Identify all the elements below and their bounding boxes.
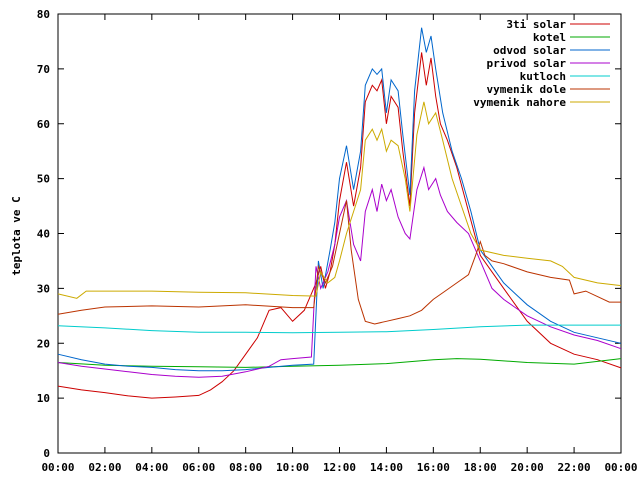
x-tick-label: 16:00 xyxy=(417,461,450,474)
x-tick-label: 02:00 xyxy=(88,461,121,474)
series-line-odvod-solar xyxy=(57,27,622,372)
legend-label: vymenik dole xyxy=(487,83,567,96)
y-tick-label: 60 xyxy=(37,118,50,131)
x-tick-label: 14:00 xyxy=(370,461,403,474)
legend-label: odvod solar xyxy=(493,44,566,57)
x-tick-label: 06:00 xyxy=(182,461,215,474)
legend-label: 3ti solar xyxy=(506,18,566,31)
y-tick-label: 30 xyxy=(37,282,50,295)
x-tick-label: 04:00 xyxy=(135,461,168,474)
legend-label: vymenik nahore xyxy=(473,96,566,109)
x-tick-label: 00:00 xyxy=(41,461,74,474)
y-tick-label: 0 xyxy=(43,447,50,460)
y-tick-label: 20 xyxy=(37,337,50,350)
series-line-vymenik-nahore xyxy=(57,101,622,299)
x-tick-label: 18:00 xyxy=(464,461,497,474)
x-tick-label: 08:00 xyxy=(229,461,262,474)
y-tick-label: 40 xyxy=(37,228,50,241)
series-line-3ti-solar xyxy=(57,52,622,399)
x-tick-label: 22:00 xyxy=(558,461,591,474)
y-axis-ticks: 0 10 20 30 40 50 60 70 80 xyxy=(37,8,621,460)
series-line-privod-solar xyxy=(57,165,622,378)
x-tick-label: 12:00 xyxy=(323,461,356,474)
series-line-kotel xyxy=(57,358,622,368)
x-tick-label: 00:00 xyxy=(604,461,637,474)
y-tick-label: 50 xyxy=(37,173,50,186)
y-tick-label: 10 xyxy=(37,392,50,405)
legend-label: kotel xyxy=(533,31,566,44)
x-tick-label: 10:00 xyxy=(276,461,309,474)
y-tick-label: 70 xyxy=(37,63,50,76)
x-tick-label: 20:00 xyxy=(511,461,544,474)
legend-label: kutloch xyxy=(520,70,566,83)
series-line-kutloch xyxy=(57,324,621,334)
legend-label: privod solar xyxy=(487,57,567,70)
x-axis-ticks: 00:00 02:00 04:00 06:00 08:00 10:00 12:00 14:00… xyxy=(41,14,638,474)
series-line-vymenik-dole xyxy=(57,200,621,325)
series-lines xyxy=(57,27,622,399)
y-axis-label: teplota ve C xyxy=(10,196,23,275)
y-tick-label: 80 xyxy=(37,8,50,21)
